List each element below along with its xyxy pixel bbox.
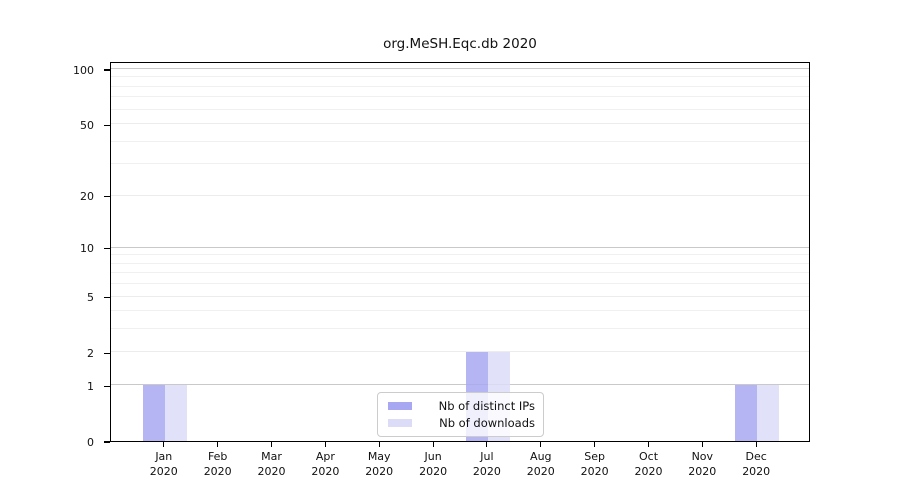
gridline-y-40: [111, 140, 809, 142]
gridline-y-2: [111, 351, 809, 353]
x-tick-label-may: May 2020: [365, 450, 394, 478]
y-tick-mark-1: [104, 385, 110, 387]
x-tick-mark-mar: [270, 442, 273, 447]
x-tick-label-apr: Apr 2020: [311, 450, 340, 478]
y-tick-mark-20: [104, 196, 110, 198]
y-tick-mark-50: [104, 124, 110, 126]
gridline-y-8: [111, 262, 809, 264]
y-tick-label-5: 5: [87, 291, 94, 305]
bar-downloads-dec: [757, 385, 780, 441]
x-tick-label-nov: Nov 2020: [688, 450, 717, 478]
bar-distinct-ips-dec: [735, 385, 758, 441]
bar-distinct-ips-jan: [142, 385, 165, 441]
y-tick-label-0: 0: [87, 435, 94, 449]
legend-swatch-distinct-ips: [388, 402, 412, 410]
gridline-y-5: [111, 295, 809, 297]
legend-item-distinct-ips: Nb of distinct IPs: [388, 399, 535, 413]
x-tick-mark-feb: [217, 442, 219, 447]
legend: Nb of distinct IPs Nb of downloads: [377, 392, 544, 437]
y-tick-mark-0: [104, 441, 110, 443]
gridline-y-9: [111, 254, 809, 256]
legend-item-downloads: Nb of downloads: [388, 416, 535, 430]
legend-label-distinct-ips: Nb of distinct IPs: [438, 399, 535, 413]
x-tick-label-sep: Sep 2020: [580, 450, 609, 478]
y-tick-label-20: 20: [80, 190, 94, 204]
y-tick-label-2: 2: [87, 346, 94, 360]
gridline-y-4: [111, 310, 809, 312]
gridline-y-100: [111, 68, 809, 69]
chart-title: org.MeSH.Eqc.db 2020: [383, 36, 537, 52]
y-tick-label-1: 1: [87, 379, 94, 393]
x-tick-label-dec: Dec 2020: [742, 450, 771, 478]
x-axis: Jan 2020 Feb 2020 Mar 2020 Apr 2020 May 2020 Jun 20…: [110, 442, 810, 494]
gridline-y-3: [111, 328, 809, 330]
gridline-y-80: [111, 85, 809, 87]
x-tick-label-jul: Jul 2020: [472, 450, 501, 478]
x-tick-mark-aug: [540, 442, 542, 447]
x-tick-mark-jul: [486, 442, 488, 447]
plot-area: [110, 62, 810, 442]
gridline-y-50: [111, 123, 809, 125]
gridline-y-6: [111, 283, 809, 285]
x-tick-mark-oct: [647, 442, 650, 447]
y-tick-label-100: 100: [73, 63, 94, 77]
gridline-y-60: [111, 108, 809, 110]
x-tick-label-oct: Oct 2020: [634, 450, 663, 478]
x-tick-mark-apr: [324, 442, 326, 447]
gridline-y-90: [111, 76, 809, 78]
x-tick-label-feb: Feb 2020: [203, 450, 232, 478]
gridline-y-1: [111, 384, 809, 386]
gridline-y-30: [111, 163, 809, 165]
y-tick-mark-2: [104, 352, 110, 354]
x-tick-mark-jan: [163, 442, 165, 447]
gridline-y-20: [111, 194, 809, 196]
legend-label-downloads: Nb of downloads: [439, 416, 535, 430]
y-tick-mark-100: [104, 69, 110, 71]
x-tick-label-jun: Jun 2020: [419, 450, 448, 478]
x-tick-mark-dec: [755, 442, 757, 447]
x-tick-label-aug: Aug 2020: [526, 450, 555, 478]
y-tick-mark-5: [104, 297, 110, 299]
bar-downloads-jan: [164, 385, 187, 441]
x-tick-mark-jun: [432, 442, 434, 447]
x-tick-label-jan: Jan 2020: [149, 450, 178, 478]
x-tick-label-mar: Mar 2020: [257, 450, 286, 478]
gridline-y-10: [111, 246, 809, 248]
gridline-y-7: [111, 272, 809, 274]
gridline-y-70: [111, 96, 809, 98]
x-tick-mark-nov: [701, 442, 703, 447]
x-tick-mark-sep: [594, 442, 596, 447]
x-tick-mark-may: [378, 442, 380, 447]
y-tick-mark-10: [104, 248, 110, 250]
legend-swatch-downloads: [388, 419, 412, 427]
y-tick-label-10: 10: [80, 242, 94, 256]
y-axis: 0 1 2 5 10 20 50 100: [0, 62, 110, 449]
y-tick-label-50: 50: [80, 118, 94, 132]
